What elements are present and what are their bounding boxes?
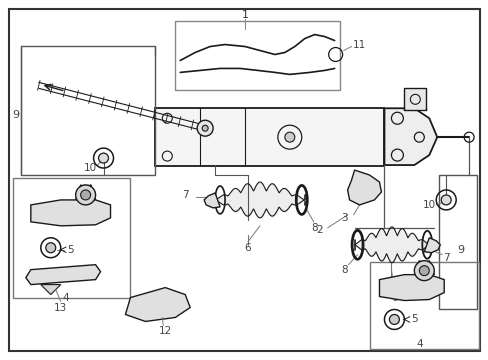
Bar xyxy=(13,178,130,298)
Polygon shape xyxy=(125,288,190,321)
Polygon shape xyxy=(384,108,436,165)
Text: 4: 4 xyxy=(415,339,422,349)
Text: 10: 10 xyxy=(84,163,97,173)
Text: 13: 13 xyxy=(54,302,67,312)
Circle shape xyxy=(388,315,399,324)
Polygon shape xyxy=(31,200,110,226)
Circle shape xyxy=(99,153,108,163)
Bar xyxy=(369,262,478,349)
Text: 5: 5 xyxy=(67,245,74,255)
Bar xyxy=(404,88,426,110)
Circle shape xyxy=(440,195,450,205)
Text: 4: 4 xyxy=(62,293,69,302)
Polygon shape xyxy=(424,238,439,253)
Circle shape xyxy=(413,261,433,280)
Text: 8: 8 xyxy=(311,223,317,233)
Text: 8: 8 xyxy=(341,265,347,275)
Circle shape xyxy=(202,125,208,131)
Polygon shape xyxy=(203,193,220,208)
Circle shape xyxy=(285,132,294,142)
Text: 9: 9 xyxy=(12,110,20,120)
Text: 6: 6 xyxy=(390,293,397,302)
Text: 9: 9 xyxy=(457,245,464,255)
Bar xyxy=(155,108,384,166)
Text: 6: 6 xyxy=(244,243,251,253)
Text: 11: 11 xyxy=(352,40,366,50)
Bar xyxy=(175,21,339,90)
Text: 10: 10 xyxy=(422,200,435,210)
Circle shape xyxy=(81,190,90,200)
Circle shape xyxy=(197,120,213,136)
Text: 3: 3 xyxy=(341,213,347,223)
Circle shape xyxy=(76,185,95,205)
Polygon shape xyxy=(41,285,61,294)
Bar xyxy=(21,45,155,175)
Circle shape xyxy=(419,266,428,276)
Text: 7: 7 xyxy=(442,253,448,263)
Text: 1: 1 xyxy=(241,10,248,20)
Bar xyxy=(438,175,476,310)
Text: 12: 12 xyxy=(159,327,172,336)
Polygon shape xyxy=(379,275,443,301)
Polygon shape xyxy=(347,170,381,205)
Text: 2: 2 xyxy=(316,225,323,235)
Text: 7: 7 xyxy=(182,190,188,200)
Circle shape xyxy=(46,243,56,253)
Text: 5: 5 xyxy=(410,314,417,324)
Polygon shape xyxy=(26,265,101,285)
